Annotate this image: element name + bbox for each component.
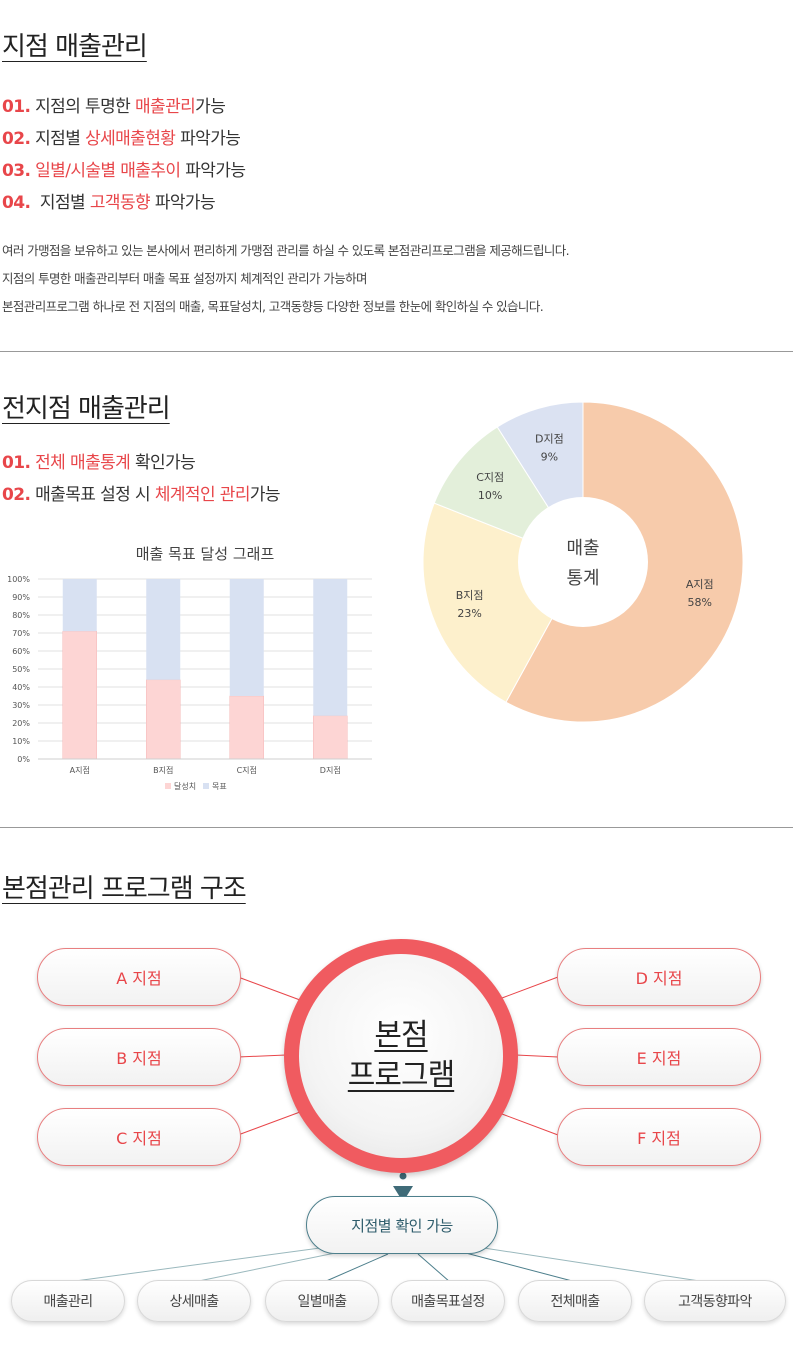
point-text: 파악가능 [180,161,246,181]
description-line-2: 지점의 투명한 매출관리부터 매출 목표 설정까지 체계적인 관리가 가능하며 [2,271,367,286]
slice-name-label: A지점 [686,578,714,591]
highlight-text: 체계적인 관리 [154,485,251,505]
donut-hole [518,497,648,627]
feature-node-total-sales[interactable]: 전체매출 [518,1280,632,1322]
x-tick-label: D지점 [320,765,341,775]
y-tick-label: 30% [12,701,30,710]
store-sales-point-2: 02. 지점별 상세매출현황 파악가능 [2,124,241,149]
point-text: 매출목표 설정 시 [30,485,155,505]
feature-node-sales-management[interactable]: 매출관리 [11,1280,125,1322]
legend-label: 달성치 [174,782,196,791]
highlight-text: 고객동향 [89,193,151,213]
bar-달성치-D지점 [313,715,348,760]
point-number: 01. [2,453,31,473]
x-tick-label: A지점 [70,765,90,775]
point-text: 확인가능 [130,453,196,473]
all-store-sales-point-2: 02. 매출목표 설정 시 체계적인 관리가능 [2,480,281,505]
branch-node-e[interactable]: E 지점 [557,1028,761,1086]
section-divider [0,827,793,828]
feature-node-customer-trend[interactable]: 고객동향파악 [644,1280,786,1322]
description-line-3: 본점관리프로그램 하나로 전 지점의 매출, 목표달성치, 고객동향등 다양한 … [2,299,544,314]
store-sales-point-1: 01. 지점의 투명한 매출관리가능 [2,92,226,117]
branch-node-c[interactable]: C 지점 [37,1108,241,1166]
point-text: 파악가능 [175,129,241,149]
bar-목표-D지점 [313,579,348,716]
donut-chart: A지점 58% B지점 23% C지점 10% D지점 9% 매출통계 [422,401,744,723]
bar-목표-C지점 [229,579,264,696]
point-number: 02. [2,129,31,149]
point-text: 가능 [249,485,281,505]
y-tick-label: 10% [12,737,30,746]
head-office-program-label: 본점 프로그램 [299,954,503,1158]
bar-달성치-B지점 [146,679,181,760]
all-store-sales-point-1: 01. 전체 매출통계 확인가능 [2,448,196,473]
highlight-text: 일별/시술별 매출추이 [35,161,181,181]
x-tick-label: C지점 [237,765,257,775]
center-label-line-2: 프로그램 [347,1058,455,1093]
highlight-text: 상세매출현황 [85,129,176,149]
point-text: 파악가능 [150,193,216,213]
check-by-branch-node[interactable]: 지점별 확인 가능 [306,1196,498,1254]
feature-node-daily-sales[interactable]: 일별매출 [265,1280,379,1322]
branch-node-f[interactable]: F 지점 [557,1108,761,1166]
legend-swatch [203,783,209,789]
description-line-1: 여러 가맹점을 보유하고 있는 본사에서 편리하게 가맹점 관리를 하실 수 있… [2,243,570,258]
bar-목표-A지점 [62,579,97,632]
feature-node-sales-target[interactable]: 매출목표설정 [391,1280,505,1322]
x-tick-label: B지점 [153,765,173,775]
branch-node-d[interactable]: D 지점 [557,948,761,1006]
section-title-program-structure: 본점관리 프로그램 구조 [2,874,247,904]
branch-node-a[interactable]: A 지점 [37,948,241,1006]
section-divider [0,351,793,352]
branch-node-b[interactable]: B 지점 [37,1028,241,1086]
slice-value-label: 9% [541,450,558,463]
point-number: 04. [2,193,31,213]
center-label-line-1: 본점 [374,1018,428,1053]
y-tick-label: 80% [12,611,30,620]
y-tick-label: 100% [7,575,30,584]
donut-center-label: 통계 [566,568,599,589]
y-tick-label: 20% [12,719,30,728]
slice-name-label: B지점 [456,589,484,602]
highlight-text: 전체 매출통계 [35,453,131,473]
store-sales-point-3: 03. 일별/시술별 매출추이 파악가능 [2,156,246,181]
y-tick-label: 40% [12,683,30,692]
slice-value-label: 10% [478,489,502,502]
bar-chart: 매출 목표 달성 그래프 0% 10% 20% 30% 40% 50% 60% 70% 80% 90… [7,545,372,791]
y-tick-label: 60% [12,647,30,656]
y-tick-label: 0% [17,755,30,764]
slice-name-label: C지점 [476,471,504,484]
point-number: 02. [2,485,31,505]
point-text: 지점별 [30,193,90,213]
legend-swatch [165,783,171,789]
point-text: 지점의 투명한 [30,97,135,117]
y-tick-label: 90% [12,593,30,602]
chart-title: 매출 목표 달성 그래프 [136,545,275,563]
bar-목표-B지점 [146,579,181,680]
highlight-text: 매출관리 [134,97,196,117]
y-tick-label: 70% [12,629,30,638]
bar-달성치-A지점 [62,630,97,760]
point-text: 가능 [195,97,226,117]
slice-name-label: D지점 [535,432,564,445]
y-tick-label: 50% [12,665,30,674]
donut-center-label: 매출 [566,538,599,559]
section-title-store-sales: 지점 매출관리 [2,32,148,62]
slice-value-label: 58% [687,596,711,609]
feature-node-detailed-sales[interactable]: 상세매출 [137,1280,251,1322]
store-sales-point-4: 04. 지점별 고객동향 파악가능 [2,188,216,213]
slice-value-label: 23% [457,607,481,620]
head-office-program-circle: 본점 프로그램 [284,939,518,1173]
point-text: 지점별 [30,129,86,149]
section-title-all-store-sales: 전지점 매출관리 [2,394,171,424]
legend-label: 목표 [212,782,227,791]
point-number: 03. [2,161,31,181]
point-number: 01. [2,97,31,117]
